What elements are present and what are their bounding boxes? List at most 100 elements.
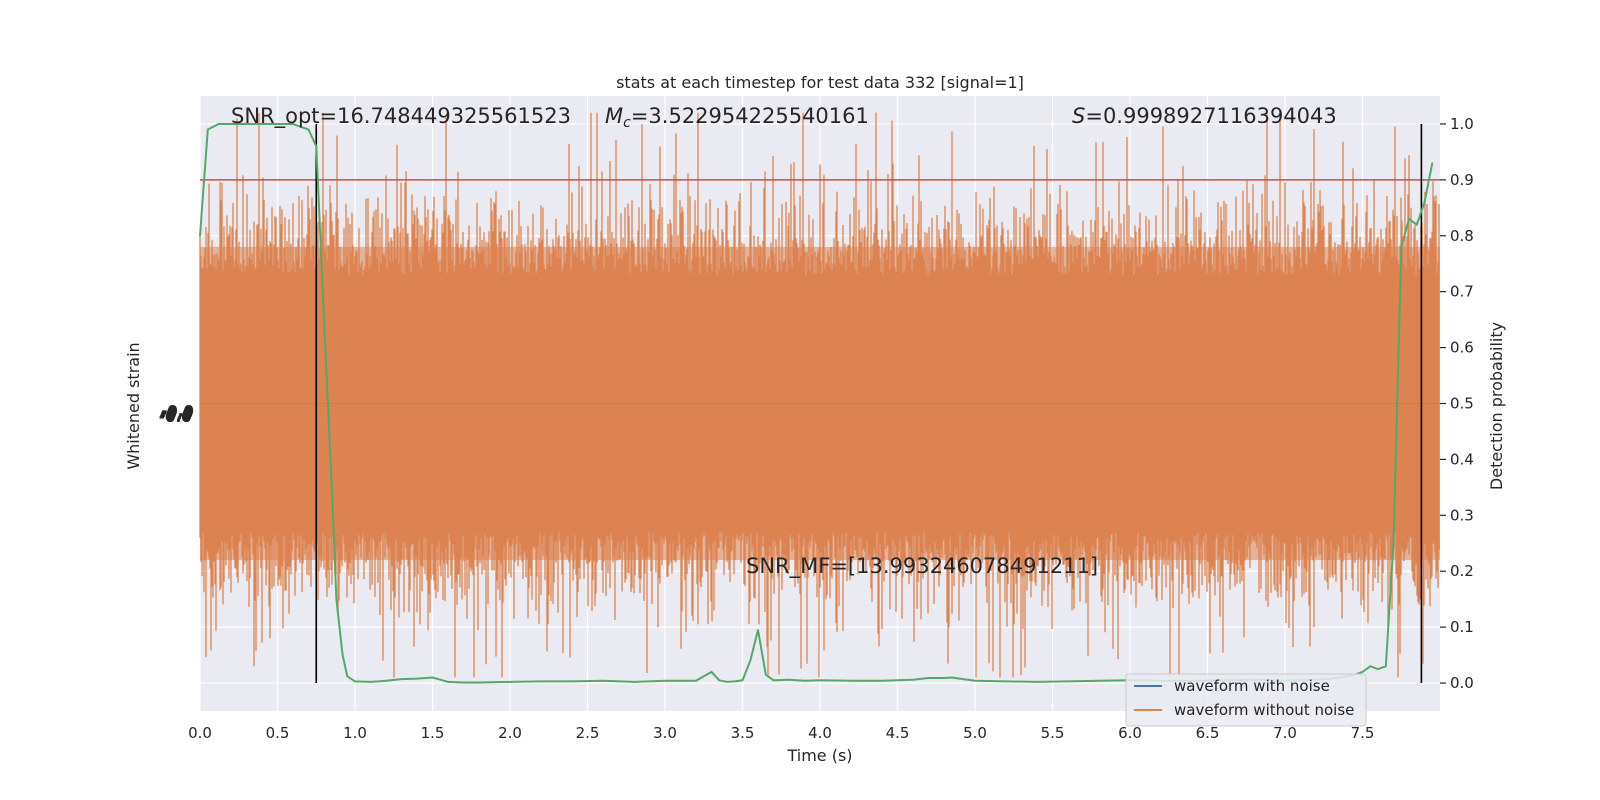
y-tick-label-left: -0.0: [159, 408, 192, 426]
y-tick-label-right: 1.0: [1450, 115, 1474, 133]
y-tick-label-left: -0.0: [161, 404, 194, 422]
y-tick-label-right: 0.9: [1450, 171, 1474, 189]
y-tick-label-left: -0.0: [160, 405, 193, 423]
detection-probability-point: [765, 673, 767, 676]
detection-probability-point: [307, 128, 310, 131]
detection-probability-point: [734, 680, 736, 683]
x-tick-label: 0.0: [188, 724, 212, 742]
detection-probability-point: [199, 235, 201, 237]
detection-probability-point: [217, 123, 220, 125]
detection-probability-point: [1392, 542, 1395, 545]
detection-probability-point: [1377, 668, 1379, 670]
detection-probability-point: [331, 486, 333, 489]
detection-probability-point: [447, 681, 449, 683]
detection-probability-point: [276, 123, 279, 125]
legend: waveform with noise waveform without noi…: [1125, 673, 1367, 727]
detection-probability-point: [1423, 201, 1426, 203]
detection-probability-point: [478, 681, 480, 684]
y-axis-label-right: Detection probability: [1487, 322, 1506, 490]
y-tick-label-right: 0.4: [1450, 450, 1474, 468]
x-tick-label: 6.0: [1118, 724, 1142, 742]
detection-probability-point: [633, 681, 635, 683]
detection-probability-point: [509, 681, 511, 683]
detection-probability-point: [1400, 246, 1403, 248]
detection-probability-point: [1036, 681, 1038, 683]
detection-probability-point: [958, 677, 961, 680]
detection-probability-point: [439, 678, 442, 681]
detection-probability-point: [943, 677, 945, 679]
waveform-dense-band: [200, 246, 1440, 561]
detection-probability-point: [772, 679, 775, 682]
detection-probability-point: [1369, 665, 1372, 668]
detection-probability-point: [664, 680, 666, 682]
x-tick-label: 1.5: [421, 724, 445, 742]
y-tick-label-right: 0.5: [1450, 395, 1474, 413]
detection-probability-point: [710, 671, 713, 673]
detection-probability-point: [881, 680, 883, 682]
detection-probability-point: [1431, 162, 1434, 164]
x-tick-label: 4.0: [808, 724, 832, 742]
detection-probability-point: [803, 680, 806, 682]
chirp-mass-annotation: Mc=3.522954225540161: [605, 104, 869, 131]
detection-probability-point: [462, 681, 465, 684]
detection-probability-point: [757, 629, 759, 631]
waveform-without-noise-series: [199, 112, 1440, 678]
detection-probability-point: [346, 675, 349, 678]
detection-probability-point: [1385, 665, 1387, 668]
detection-probability-point: [261, 123, 263, 125]
y-tick-label-right: 0.1: [1450, 618, 1474, 636]
x-tick-label: 3.5: [731, 724, 755, 742]
detection-probability-point: [695, 680, 697, 682]
x-tick-label: 3.0: [653, 724, 677, 742]
detection-probability-point: [341, 654, 344, 656]
detection-probability-point: [300, 126, 302, 128]
detection-probability-point: [416, 677, 418, 680]
x-tick-label: 5.0: [963, 724, 987, 742]
detection-probability-point: [788, 678, 790, 681]
x-tick-label: 7.5: [1351, 724, 1375, 742]
chart-title: stats at each timestep for test data 332…: [616, 73, 1024, 92]
x-tick-label: 4.5: [886, 724, 910, 742]
y-tick-label-left: -0.0: [161, 402, 194, 420]
detection-probability-point: [1005, 680, 1007, 683]
detection-probability-point: [292, 123, 294, 125]
detection-probability-point: [230, 123, 232, 125]
detection-probability-point: [718, 679, 721, 682]
detection-probability-point: [354, 680, 356, 683]
detection-probability-point: [819, 679, 821, 682]
detection-probability-point: [1408, 218, 1410, 220]
y-tick-label-right: 0.2: [1450, 562, 1474, 580]
x-tick-label: 2.5: [576, 724, 600, 742]
detection-probability-point: [726, 681, 728, 683]
detection-probability-point: [749, 659, 752, 662]
detection-probability-point: [741, 679, 744, 682]
detection-probability-point: [540, 680, 542, 683]
y-tick-label-left: -0.0: [159, 407, 192, 425]
snr-opt-annotation: SNR_opt=16.748449325561523: [231, 104, 571, 129]
legend-label-with-noise: waveform with noise: [1174, 677, 1330, 695]
detection-probability-point: [431, 676, 434, 679]
detection-probability-point: [974, 680, 976, 682]
detection-probability-point: [1067, 680, 1069, 683]
axis-ticks: 0.0 0.5 1.0 1.5 2.0 2.5 3.0 3.5 4.0 4.5 5.0 5.5 6.0 6…: [159, 115, 1474, 742]
y-tick-label-right: 0.6: [1450, 339, 1474, 357]
detection-probability-point: [315, 145, 318, 148]
detection-probability-point: [951, 676, 953, 679]
s-annotation: S=0.9998927116394043: [1072, 104, 1337, 128]
x-tick-label: 2.0: [498, 724, 522, 742]
detection-probability-point: [323, 318, 325, 321]
x-tick-label: 7.0: [1273, 724, 1297, 742]
detection-probability-point: [927, 677, 930, 679]
y-axis-label-left: Whitened strain: [124, 342, 143, 469]
detection-probability-point: [912, 678, 914, 681]
snr-mf-annotation: SNR_MF=[13.993246078491211]: [746, 554, 1098, 579]
detection-probability-point: [335, 598, 338, 600]
detection-probability-point: [602, 680, 604, 682]
detection-probability-point: [1361, 671, 1364, 673]
y-tick-label-right: 0.3: [1450, 506, 1474, 524]
x-tick-label: 5.5: [1041, 724, 1065, 742]
x-tick-label: 1.0: [343, 724, 367, 742]
legend-box: [1125, 673, 1367, 727]
detection-probability-point: [850, 680, 852, 682]
